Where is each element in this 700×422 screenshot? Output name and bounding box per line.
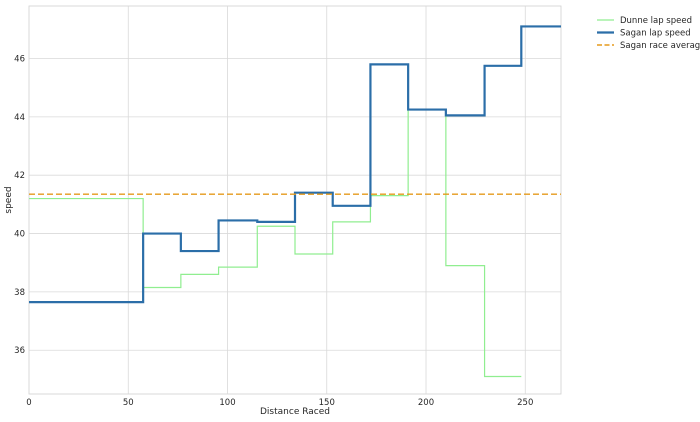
y-tick-label-3: 42 [14, 171, 25, 181]
series-sagan-lap-speed [29, 25, 561, 304]
legend-label-sagan-race-average: Sagan race average [620, 41, 700, 51]
legend-label-dunne-lap-speed: Dunne lap speed [620, 16, 692, 26]
y-tick-label-5: 46 [14, 55, 25, 65]
series-dunne-lap-speed [29, 108, 522, 378]
y-tick-label-4: 44 [14, 113, 25, 123]
x-tick-label-1: 50 [123, 398, 134, 408]
legend-label-sagan-lap-speed: Sagan lap speed [620, 29, 691, 39]
y-tick-label-0: 36 [14, 346, 25, 356]
y-axis-label: speed [4, 186, 14, 213]
x-tick-label-0: 0 [26, 398, 31, 408]
y-tick-label-2: 40 [14, 230, 25, 240]
x-tick-label-2: 100 [219, 398, 235, 408]
y-tick-label-1: 38 [14, 288, 25, 298]
legend: Dunne lap speed Sagan lap speed Sagan race… [597, 16, 700, 51]
x-tick-label-5: 250 [517, 398, 533, 408]
x-tick-label-4: 200 [418, 398, 434, 408]
tick-labels: 0 50 100 150 200 250 36 38 40 42 44 46 [14, 55, 533, 408]
x-tick-label-3: 150 [319, 398, 335, 408]
x-axis-label: Distance Raced [260, 407, 330, 417]
series-layer [29, 25, 561, 378]
